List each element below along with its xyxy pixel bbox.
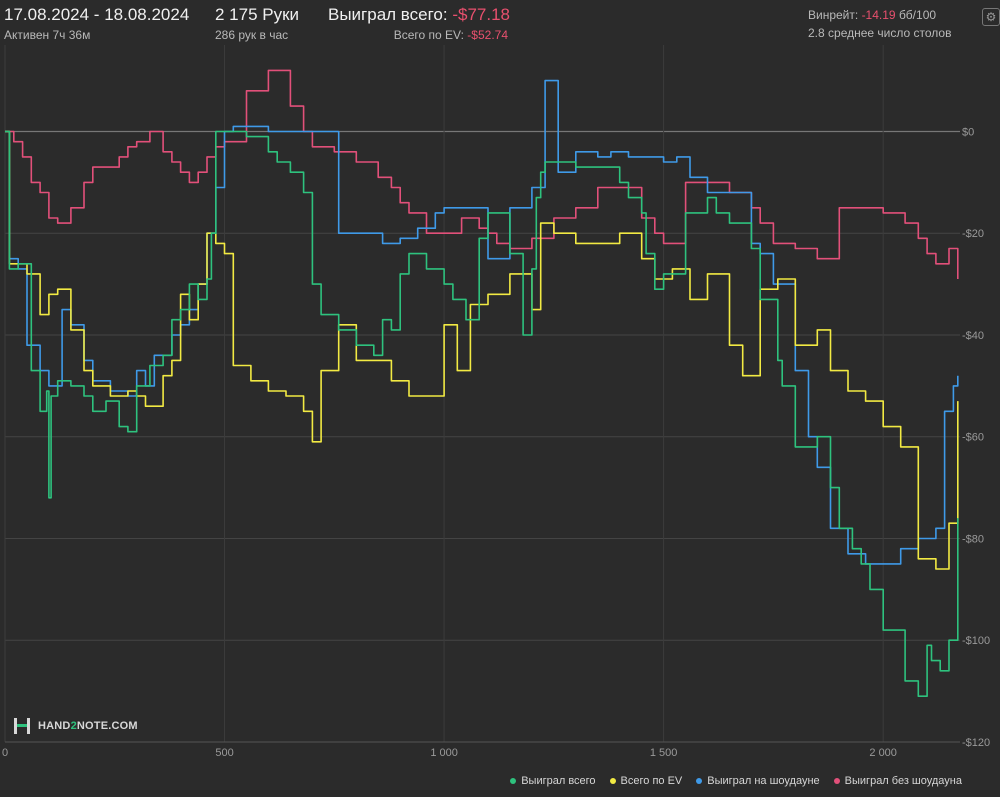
winrate-label: Винрейт: (808, 8, 859, 22)
active-time: Активен 7ч 36м (4, 28, 91, 42)
y-tick-label: -$20 (962, 228, 984, 240)
y-axis-ticks: $0 -$20 -$40 -$60 -$80 -$100 -$120 (962, 126, 990, 749)
won-total-value: -$77.18 (452, 5, 511, 24)
logo-text-post: NOTE.COM (76, 720, 138, 732)
legend-dot-showdown (696, 778, 703, 785)
won-total: Выиграл всего: -$77.18 (328, 5, 510, 25)
legend-label-showdown: Выиграл на шоудауне (707, 775, 820, 787)
legend-dot-won-total (510, 778, 517, 785)
legend-label-ev-total: Всего по EV (620, 775, 683, 787)
winrate-value: -14.19 (861, 8, 896, 22)
series-line-0 (5, 130, 959, 697)
x-tick-label: 1 500 (650, 747, 678, 759)
y-tick-label: -$40 (962, 330, 984, 342)
gear-icon[interactable]: ⚙ (982, 8, 1000, 26)
logo-text-num: 2 (70, 720, 77, 732)
legend-item-showdown[interactable]: Выиграл на шоудауне (696, 775, 820, 787)
x-tick-label: 0 (2, 747, 8, 759)
winrate: Винрейт: -14.19 бб/100 (808, 8, 936, 22)
ev-total: Всего по EV: -$52.74 (328, 28, 508, 42)
legend-dot-ev-total (609, 778, 616, 785)
hands-count: 2 175 Руки (215, 5, 300, 24)
y-tick-label: -$80 (962, 533, 984, 545)
hands-per-hour: 286 рук в час (215, 28, 289, 42)
hand2note-logo: HAND 2 NOTE.COM (12, 716, 138, 736)
winrate-unit: бб/100 (898, 8, 937, 22)
legend-item-non-showdown[interactable]: Выиграл без шоудауна (833, 775, 962, 787)
won-total-label: Выиграл всего: (328, 5, 448, 24)
y-tick-label: -$60 (962, 432, 984, 444)
ev-total-value: -$52.74 (467, 28, 508, 42)
series-line-2 (5, 79, 959, 565)
x-tick-label: 1 000 (430, 747, 458, 759)
y-tick-label: $0 (962, 126, 974, 138)
date-range: 17.08.2024 - 18.08.2024 (4, 5, 190, 24)
x-tick-label: 500 (215, 747, 233, 759)
ev-total-label: Всего по EV: (393, 28, 464, 42)
legend-item-ev-total[interactable]: Всего по EV (609, 775, 683, 787)
series-lines (5, 69, 959, 697)
legend-item-won-total[interactable]: Выиграл всего (510, 775, 596, 787)
y-tick-label: -$100 (962, 635, 990, 647)
avg-tables: 2.8 среднее число столов (808, 26, 952, 40)
legend-label-non-showdown: Выиграл без шоудауна (844, 775, 962, 787)
hand2note-logo-icon (14, 718, 30, 734)
x-axis-ticks: 0 500 1 000 1 500 2 000 (2, 747, 897, 759)
chart-legend: Выиграл всего Всего по EV Выиграл на шоу… (510, 775, 962, 787)
x-tick-label: 2 000 (869, 747, 897, 759)
y-tick-label: -$120 (962, 737, 990, 749)
logo-text-pre: HAND (38, 720, 71, 732)
series-line-1 (5, 130, 959, 570)
legend-dot-non-showdown (833, 778, 840, 785)
series-line-3 (5, 69, 959, 279)
legend-label-won-total: Выиграл всего (521, 775, 596, 787)
chart-grid (4, 45, 960, 743)
